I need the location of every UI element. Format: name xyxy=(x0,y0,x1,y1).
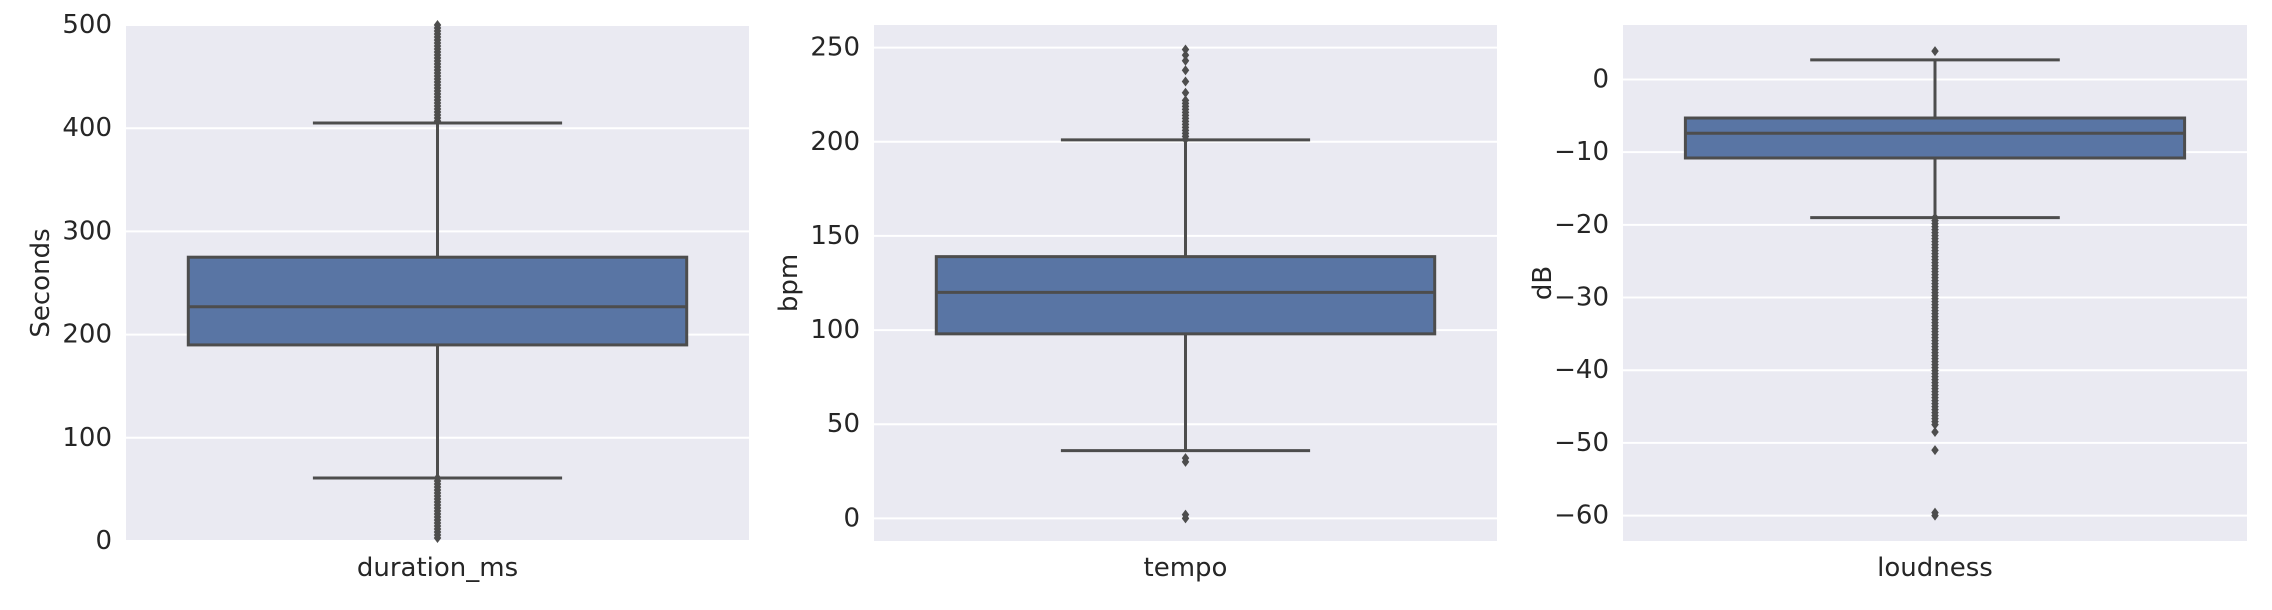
boxplot-panel-tempo: 0 50 100 150 200 250 tempo bpm xyxy=(774,25,1497,583)
outlier-point xyxy=(1931,510,1939,521)
outlier-point xyxy=(1181,55,1190,66)
outlier-point xyxy=(1181,453,1190,464)
y-tick-label: 500 xyxy=(62,10,112,40)
x-category-label: loudness xyxy=(1877,553,1993,583)
x-category-label: duration_ms xyxy=(357,553,518,583)
outlier-point xyxy=(1931,426,1939,437)
y-tick-label: 0 xyxy=(95,526,112,556)
outlier-point xyxy=(1181,44,1190,55)
y-tick-label: 400 xyxy=(62,113,112,143)
y-tick-label: −60 xyxy=(1554,501,1609,531)
y-tick-label: −30 xyxy=(1554,283,1609,313)
iqr-box xyxy=(934,255,1437,336)
y-tick-label: 150 xyxy=(810,221,860,251)
x-category-label: tempo xyxy=(1144,553,1228,583)
y-tick-label: −10 xyxy=(1554,137,1609,167)
y-tick-label: 100 xyxy=(810,315,860,345)
outlier-point xyxy=(1931,46,1939,57)
iqr-box xyxy=(1683,116,2187,160)
y-axis-label: bpm xyxy=(774,254,804,312)
y-tick-label: −40 xyxy=(1554,355,1609,385)
y-tick-label: 250 xyxy=(810,33,860,63)
y-tick-label: 0 xyxy=(1592,65,1609,95)
boxplot-panel-loudness: 0 −10 −20 −30 −40 −50 −60 loudness dB xyxy=(1528,25,2247,583)
y-axis-label: Seconds xyxy=(26,228,56,337)
y-tick-label: 300 xyxy=(62,216,112,246)
boxplot-panel-duration_ms: 0 100 200 300 400 500 duration_ms Seconds xyxy=(26,10,749,583)
outlier-point xyxy=(433,116,442,126)
outlier-point xyxy=(1181,76,1190,87)
outlier-point xyxy=(433,533,442,544)
outlier-point xyxy=(1181,87,1190,98)
y-tick-label: −20 xyxy=(1554,210,1609,240)
outlier-point xyxy=(1181,50,1190,61)
outlier-point xyxy=(1931,445,1939,456)
iqr-box xyxy=(186,255,689,347)
y-axis-label: dB xyxy=(1528,266,1558,300)
y-tick-label: 100 xyxy=(62,423,112,453)
outlier-point xyxy=(1181,65,1190,76)
y-tick-label: 200 xyxy=(810,127,860,157)
outlier-point xyxy=(1931,419,1939,430)
outlier-point xyxy=(1181,134,1190,145)
y-tick-label: 0 xyxy=(843,503,860,533)
y-tick-label: 50 xyxy=(827,409,860,439)
y-tick-label: 200 xyxy=(62,320,112,350)
y-tick-label: −50 xyxy=(1554,428,1609,458)
outlier-point xyxy=(1181,509,1190,520)
